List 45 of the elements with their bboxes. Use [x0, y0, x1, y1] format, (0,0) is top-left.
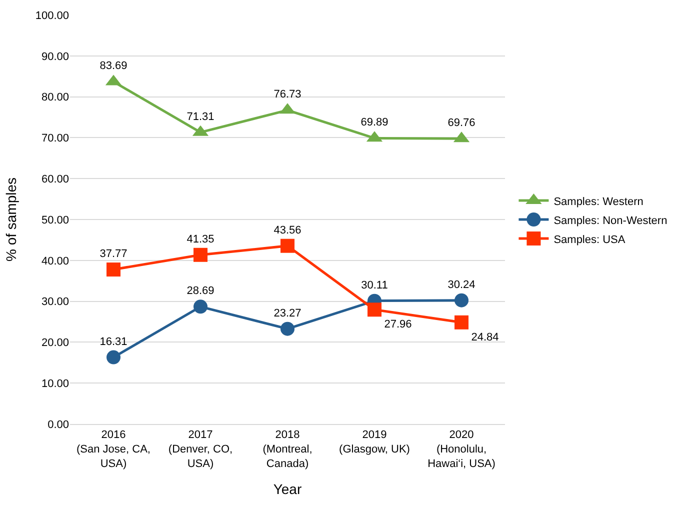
data-label: 83.69 — [100, 60, 128, 72]
x-axis-title: Year — [273, 481, 302, 498]
data-label: 41.35 — [186, 233, 214, 246]
point — [194, 300, 208, 314]
y-tick-label: 100.00 — [35, 10, 69, 22]
point — [106, 262, 120, 277]
x-tick-label: 2020 (Honolulu, Hawai‘i, USA) — [428, 429, 496, 470]
y-tick-label: 80.00 — [41, 92, 69, 104]
data-label: 30.11 — [361, 279, 388, 292]
y-axis-title: % of samples — [2, 177, 19, 262]
data-label: 76.73 — [274, 88, 302, 101]
y-tick-label: 60.00 — [41, 173, 69, 186]
data-label: 23.27 — [274, 307, 302, 320]
data-label: 43.56 — [274, 224, 302, 236]
x-tick-label: 2017 (Denver, CO, USA) — [168, 429, 233, 470]
data-label: 71.31 — [186, 110, 214, 123]
data-label: 37.77 — [100, 248, 128, 260]
legend-label: Samples: Western — [554, 196, 644, 208]
y-tick-label: 30.00 — [41, 296, 69, 308]
y-tick-label: 40.00 — [41, 255, 69, 268]
y-tick-label: 20.00 — [41, 337, 69, 350]
data-label: 28.69 — [186, 285, 214, 298]
data-label: 16.31 — [100, 336, 128, 348]
data-label: 69.89 — [360, 116, 388, 129]
y-tick-label: 90.00 — [41, 50, 69, 63]
point — [194, 248, 208, 262]
y-tick-label: 0.00 — [48, 418, 69, 431]
x-tick-label: 2018 (Montreal, Canada) — [262, 429, 312, 470]
point — [454, 315, 468, 330]
point — [106, 350, 120, 364]
legend-label: Samples: Non-Western — [554, 214, 668, 227]
data-label: 30.24 — [448, 278, 476, 291]
y-tick-label: 10.00 — [41, 378, 69, 390]
data-label: 24.84 — [471, 331, 499, 344]
y-tick-label: 70.00 — [41, 132, 69, 145]
y-tick-label: 50.00 — [41, 214, 69, 226]
data-label: 27.96 — [384, 318, 412, 331]
x-tick-label: 2016 (San Jose, CA, USA) — [76, 429, 150, 470]
x-tick-label: 2019 (Glasgow, UK) — [339, 429, 410, 456]
legend-label: Samples: USA — [554, 234, 626, 246]
point — [454, 293, 468, 308]
data-label: 69.76 — [448, 117, 476, 130]
point — [368, 302, 382, 317]
point — [280, 238, 294, 253]
point — [280, 322, 294, 336]
